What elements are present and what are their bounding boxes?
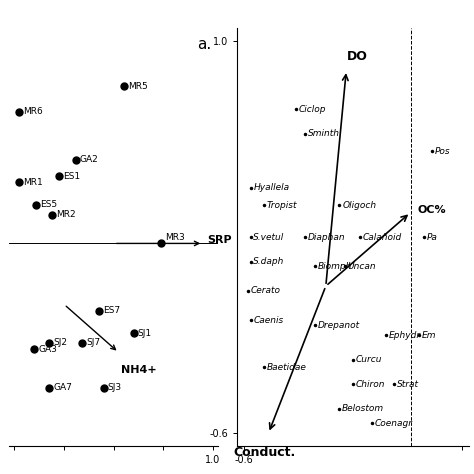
Text: MR1: MR1 (23, 178, 43, 187)
Text: Em: Em (421, 331, 436, 340)
Text: Pos: Pos (435, 146, 451, 155)
Text: Diaphan: Diaphan (308, 233, 346, 241)
Text: Tropist: Tropist (267, 201, 298, 210)
Text: ES1: ES1 (63, 172, 80, 181)
Text: MR5: MR5 (128, 82, 147, 91)
Text: OC%: OC% (417, 205, 446, 215)
Text: Pa: Pa (427, 233, 438, 241)
Text: Coenagr: Coenagr (375, 419, 413, 428)
Text: Strat: Strat (397, 380, 419, 389)
Text: Curcu: Curcu (356, 355, 383, 364)
Text: SJ1: SJ1 (137, 329, 152, 338)
Text: Drepanot: Drepanot (318, 321, 360, 330)
Text: Hyallela: Hyallela (254, 183, 290, 192)
Text: GA2: GA2 (80, 155, 99, 164)
Text: MR3: MR3 (165, 233, 185, 241)
Text: Biomph: Biomph (318, 262, 352, 271)
Text: Sminth: Sminth (308, 129, 340, 138)
Text: Ciclop: Ciclop (299, 105, 326, 114)
Text: SJ7: SJ7 (86, 338, 100, 347)
Text: GA3: GA3 (38, 345, 57, 354)
Text: GA7: GA7 (53, 383, 72, 392)
Text: DO: DO (347, 50, 368, 63)
Text: Belostom: Belostom (342, 404, 384, 413)
Text: ES5: ES5 (40, 201, 57, 210)
Text: Chiron: Chiron (356, 380, 385, 389)
Text: Baetidae: Baetidae (267, 363, 307, 372)
Text: ES7: ES7 (103, 306, 120, 315)
Text: Uncan: Uncan (347, 262, 376, 271)
Text: SJ3: SJ3 (108, 383, 122, 392)
Text: S.daph: S.daph (254, 257, 285, 266)
Text: Calañoid: Calañoid (363, 233, 402, 241)
Text: S.vetul: S.vetul (254, 233, 285, 241)
Text: Conduct.: Conduct. (233, 446, 295, 458)
Text: a.: a. (198, 37, 212, 52)
Text: MR6: MR6 (23, 108, 43, 116)
Text: SRP: SRP (207, 235, 232, 245)
Text: Oligoch: Oligoch (342, 201, 376, 210)
Text: Ephydr: Ephydr (389, 331, 421, 340)
Text: Caenis: Caenis (254, 316, 283, 325)
Text: NH4+: NH4+ (121, 365, 156, 375)
Text: MR2: MR2 (56, 210, 76, 219)
Text: Cerato: Cerato (251, 286, 281, 295)
Text: SJ2: SJ2 (53, 338, 67, 347)
